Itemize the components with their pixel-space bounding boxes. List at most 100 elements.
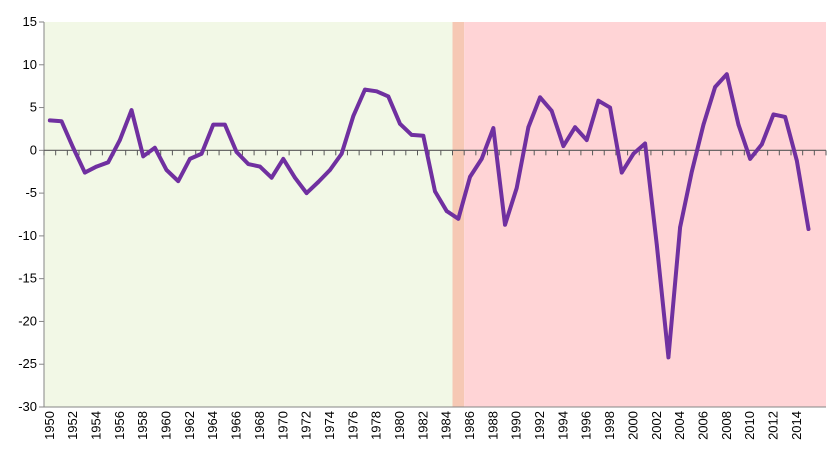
data-point (689, 169, 694, 174)
data-point (538, 95, 542, 100)
data-point (199, 151, 204, 156)
y-tick-label: -30 (18, 399, 37, 414)
x-tick-label: 1970 (275, 411, 290, 440)
data-point (188, 157, 192, 161)
shaded-region-period-1950-1984 (44, 22, 453, 407)
data-point (234, 150, 239, 154)
data-point (351, 114, 356, 118)
data-point (59, 119, 64, 124)
data-point (795, 158, 799, 163)
data-point (573, 125, 577, 130)
x-tick-label: 1972 (299, 411, 314, 440)
shaded-regions (44, 22, 826, 407)
x-tick-label: 2006 (695, 411, 710, 440)
data-point (619, 170, 624, 175)
x-tick-label: 2004 (672, 411, 687, 440)
data-point (153, 145, 157, 150)
data-point (456, 216, 461, 221)
data-point (328, 168, 332, 172)
data-point (258, 164, 262, 169)
data-point (83, 170, 87, 175)
x-tick-label: 1978 (369, 411, 384, 440)
data-point (386, 94, 391, 99)
data-point (246, 162, 251, 166)
data-point (724, 72, 729, 76)
data-point (468, 175, 472, 179)
y-tick-label: 5 (30, 100, 37, 115)
data-point (48, 118, 52, 123)
x-tick-label: 1998 (602, 411, 617, 440)
data-point (479, 157, 484, 161)
data-point (281, 157, 286, 161)
x-tick-label: 1996 (579, 411, 594, 440)
x-tick-label: 2012 (765, 411, 780, 440)
data-point (561, 144, 566, 148)
x-tick-label: 1964 (205, 411, 220, 440)
y-tick-label: -15 (18, 271, 37, 286)
data-point (783, 115, 787, 119)
data-point (106, 160, 110, 165)
x-tick-label: 1960 (159, 411, 174, 440)
data-point (118, 138, 122, 142)
x-tick-label: 1968 (252, 411, 267, 440)
shaded-region-period-1986-2016 (464, 22, 826, 407)
x-tick-label: 2002 (649, 411, 664, 440)
data-point (503, 222, 507, 227)
x-tick-label: 1956 (112, 411, 127, 440)
data-point (748, 157, 752, 161)
y-tick-label: 0 (30, 142, 37, 157)
data-point (514, 186, 519, 190)
y-tick-label: -25 (18, 356, 37, 371)
x-tick-label: 1950 (42, 411, 57, 440)
data-point (339, 151, 344, 156)
data-point (316, 180, 321, 184)
data-point (549, 109, 554, 113)
data-point (211, 122, 216, 127)
data-point (164, 168, 169, 172)
data-point (363, 87, 367, 92)
x-tick-label: 2014 (789, 411, 804, 440)
data-point (409, 133, 414, 137)
x-tick-label: 1958 (135, 411, 150, 440)
x-tick-label: 1994 (555, 411, 570, 440)
y-tick-label: -20 (18, 313, 37, 328)
data-series (47, 72, 811, 360)
data-point (631, 151, 636, 156)
data-point (596, 98, 601, 103)
data-point (666, 355, 671, 360)
data-point (269, 175, 274, 180)
data-point (304, 191, 309, 195)
x-tick-label: 1954 (89, 411, 104, 440)
data-point (71, 145, 75, 150)
x-tick-label: 1984 (439, 411, 454, 440)
data-point (736, 122, 741, 127)
x-tick-label: 1992 (532, 411, 547, 440)
series-line-series-1 (47, 72, 811, 360)
x-tick-label: 1974 (322, 411, 337, 440)
data-point (760, 142, 764, 147)
data-point (176, 179, 181, 183)
x-tick-label: 1982 (415, 411, 430, 440)
data-point (713, 85, 717, 89)
x-tick-label: 1980 (392, 411, 407, 440)
data-point (129, 108, 134, 112)
x-tick-label: 1966 (229, 411, 244, 440)
data-point (374, 89, 379, 94)
data-point (398, 122, 402, 126)
y-tick-label: -10 (18, 228, 37, 243)
data-point (293, 175, 297, 180)
data-point (491, 126, 496, 130)
data-point (806, 227, 811, 231)
data-point (141, 154, 146, 159)
data-point (584, 138, 589, 142)
x-tick-label: 1976 (345, 411, 360, 440)
y-tick-label: 15 (23, 14, 37, 29)
x-tick-label: 2010 (742, 411, 757, 440)
data-point (771, 112, 776, 117)
y-tick-label: -5 (25, 185, 37, 200)
y-axis-ticks: 15 10 5 0 -5 -10 -15 -20 -25 -30 (18, 14, 44, 414)
x-tick-label: 1962 (182, 411, 197, 440)
x-tick-label: 1952 (65, 411, 80, 440)
data-point (444, 209, 449, 213)
data-point (643, 141, 647, 146)
